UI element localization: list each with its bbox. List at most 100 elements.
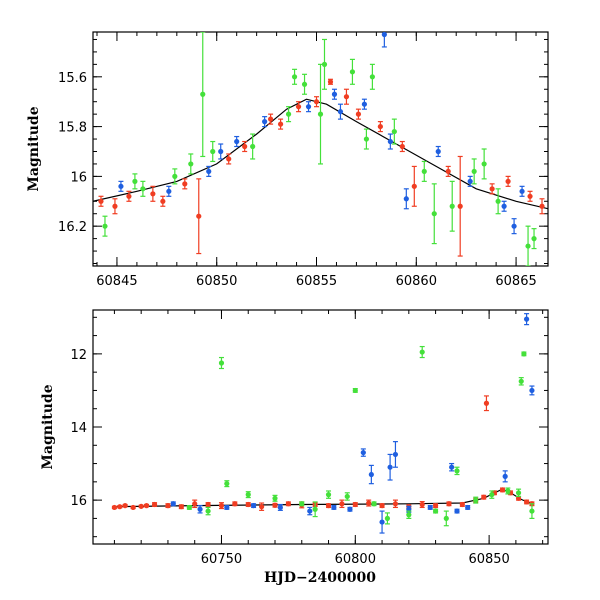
top-panel-ylabel: Magnitude — [26, 106, 42, 191]
red-data-point — [539, 203, 545, 209]
blue-data-point — [511, 223, 517, 229]
blue-data-point — [331, 504, 337, 511]
blue-data-point — [381, 32, 387, 38]
x-tick-label: 60855 — [296, 274, 337, 289]
green-data-point — [521, 351, 527, 357]
green-data-point — [406, 512, 412, 518]
green-data-point — [344, 493, 350, 500]
green-data-point — [432, 508, 439, 514]
red-data-point — [122, 503, 128, 509]
bottom-panel-ylabel: Magnitude — [40, 384, 56, 469]
model-curve — [114, 488, 533, 508]
x-tick-label: 60845 — [96, 274, 137, 289]
blue-data-point — [392, 451, 399, 458]
green-data-point — [363, 136, 369, 142]
green-data-point — [419, 349, 425, 355]
green-data-point — [245, 492, 251, 498]
blue-data-point — [368, 471, 374, 478]
red-data-point — [150, 191, 156, 197]
green-data-point — [140, 186, 146, 192]
green-data-point — [443, 515, 449, 522]
blue-data-point — [523, 316, 530, 322]
top-panel-marks — [93, 32, 548, 266]
red-data-point — [399, 143, 405, 150]
green-data-point — [218, 360, 225, 366]
red-data-point — [481, 494, 487, 500]
green-data-point — [210, 148, 216, 155]
green-data-point — [531, 236, 537, 242]
green-data-point — [505, 488, 511, 494]
blue-data-point — [166, 188, 172, 194]
blue-data-point — [519, 188, 525, 194]
green-data-point — [454, 468, 460, 474]
red-data-point — [138, 503, 144, 509]
blue-data-point — [262, 119, 268, 125]
green-data-point — [132, 178, 138, 184]
red-data-point — [419, 501, 425, 508]
bottom-panel-marks — [111, 313, 535, 534]
blue-data-point — [118, 183, 124, 189]
blue-data-point — [337, 109, 344, 115]
red-data-point — [182, 181, 188, 187]
bottom-panel-xlabel: HJD−2400000 — [264, 570, 376, 586]
x-tick-label: 60850 — [468, 552, 509, 567]
green-data-point — [321, 61, 328, 67]
red-data-point — [295, 104, 302, 110]
green-data-point — [473, 497, 479, 503]
red-data-point — [126, 193, 132, 199]
red-data-point — [143, 503, 150, 509]
blue-data-point — [250, 503, 257, 509]
green-data-point — [515, 490, 522, 496]
red-data-point — [268, 116, 274, 122]
red-data-point — [218, 503, 225, 509]
red-data-point — [527, 193, 533, 199]
blue-data-point — [379, 519, 385, 525]
red-data-point — [505, 178, 511, 184]
red-data-point — [259, 504, 265, 510]
blue-data-point — [502, 473, 508, 479]
red-data-point — [277, 121, 284, 127]
y-tick-label: 15.6 — [58, 71, 87, 86]
blue-data-point — [234, 138, 240, 145]
red-data-point — [392, 501, 399, 507]
red-data-point — [130, 504, 136, 511]
red-data-point — [446, 501, 452, 507]
red-data-point — [366, 500, 372, 506]
blue-data-point — [361, 101, 368, 107]
red-data-point — [192, 501, 198, 507]
blue-data-point — [360, 449, 366, 456]
green-data-point — [224, 481, 230, 487]
y-tick-label: 14 — [70, 421, 87, 436]
green-data-point — [301, 81, 308, 87]
red-data-point — [272, 502, 278, 508]
y-tick-label: 15.8 — [58, 121, 87, 136]
red-data-point — [459, 501, 465, 508]
green-data-point — [312, 506, 318, 512]
blue-data-point — [277, 504, 283, 511]
red-data-point — [151, 501, 158, 508]
red-data-point — [445, 168, 451, 175]
red-data-point — [325, 503, 332, 509]
red-data-point — [523, 499, 530, 505]
green-data-point — [250, 143, 256, 150]
blue-data-point — [305, 104, 312, 110]
top-panel-frame — [92, 31, 549, 267]
green-data-point — [391, 128, 397, 135]
x-tick-label: 60800 — [335, 552, 376, 567]
red-data-point — [411, 183, 417, 189]
red-data-point — [352, 501, 358, 508]
green-data-point — [471, 168, 477, 175]
x-tick-label: 60865 — [495, 274, 536, 289]
red-data-point — [98, 198, 104, 204]
green-data-point — [186, 504, 192, 511]
x-tick-label: 60850 — [196, 274, 237, 289]
green-data-point — [369, 74, 375, 80]
green-data-point — [431, 211, 437, 217]
y-tick-label: 16 — [70, 170, 87, 185]
red-data-point — [313, 99, 320, 105]
blue-data-point — [347, 506, 353, 512]
green-data-point — [495, 198, 501, 204]
red-data-point — [285, 501, 291, 507]
green-data-point — [317, 111, 324, 117]
blue-data-point — [465, 504, 471, 511]
